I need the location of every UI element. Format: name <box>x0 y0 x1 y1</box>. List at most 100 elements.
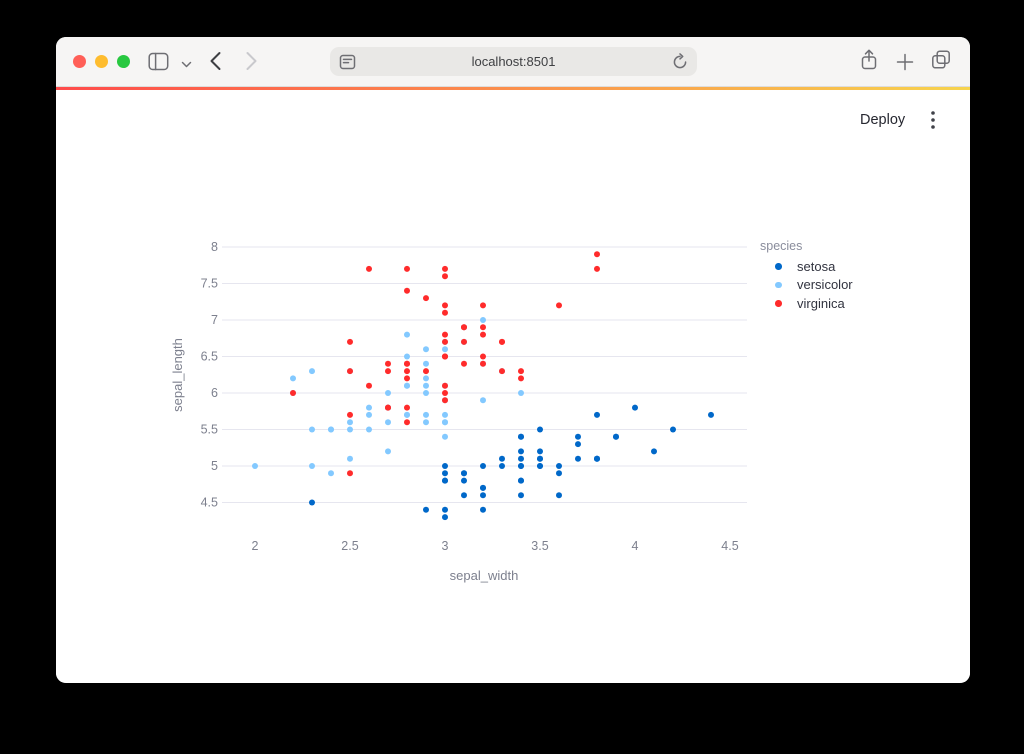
data-point-versicolor <box>423 375 429 382</box>
data-point-versicolor <box>347 455 353 462</box>
data-point-virginica <box>442 265 448 272</box>
deploy-button[interactable]: Deploy <box>860 112 906 128</box>
data-point-versicolor <box>347 426 353 433</box>
data-point-setosa <box>442 470 448 477</box>
streamlit-app: Deploy 4.5 5 5.5 6 6.5 7 7.5 8 2 2.5 3 3.5 4 4.5 sep… <box>56 90 970 682</box>
data-point-setosa <box>575 441 581 448</box>
data-point-versicolor <box>442 346 448 353</box>
data-point-virginica <box>404 404 410 411</box>
y-tick-label: 7.5 <box>201 277 218 291</box>
data-point-virginica <box>442 390 448 396</box>
data-point-versicolor <box>366 404 372 411</box>
data-point-setosa <box>461 492 467 499</box>
data-point-virginica <box>404 368 410 375</box>
data-point-setosa <box>461 477 467 484</box>
data-point-virginica <box>404 360 410 367</box>
minimize-button[interactable] <box>94 54 108 68</box>
data-point-versicolor <box>290 375 296 382</box>
data-point-setosa <box>461 470 467 477</box>
legend-label: setosa <box>797 258 836 274</box>
data-point-virginica <box>556 302 562 309</box>
x-axis-ticks: 2 2.5 3 3.5 4 4.5 <box>252 539 739 553</box>
data-point-virginica <box>423 368 429 375</box>
reload-icon[interactable] <box>671 52 689 71</box>
data-point-virginica <box>442 302 448 309</box>
data-point-virginica <box>499 338 505 345</box>
data-point-virginica <box>442 397 448 404</box>
close-button[interactable] <box>72 54 86 68</box>
forward-icon[interactable] <box>245 51 258 71</box>
data-point-virginica <box>347 470 353 477</box>
data-point-virginica <box>442 353 448 360</box>
data-point-versicolor <box>442 419 448 426</box>
data-point-virginica <box>423 295 429 302</box>
back-icon[interactable] <box>209 51 222 71</box>
data-point-virginica <box>385 368 391 375</box>
data-points <box>252 251 714 521</box>
page-settings-icon[interactable] <box>339 54 356 70</box>
data-point-versicolor <box>442 411 448 418</box>
browser-toolbar: localhost:8501 <box>56 37 970 87</box>
data-point-versicolor <box>404 411 410 418</box>
streamlit-decoration-bar <box>56 87 970 90</box>
data-point-versicolor <box>442 433 448 440</box>
data-point-setosa <box>556 470 562 477</box>
data-point-virginica <box>347 338 353 345</box>
data-point-virginica <box>442 331 448 338</box>
y-tick-label: 4.5 <box>201 496 218 510</box>
y-tick-label: 8 <box>211 240 218 254</box>
data-point-setosa <box>537 455 543 462</box>
new-tab-icon[interactable] <box>896 53 914 71</box>
data-point-virginica <box>461 338 467 345</box>
sidebar-toggle-icon[interactable] <box>148 52 169 71</box>
data-point-setosa <box>518 433 524 440</box>
data-point-virginica <box>385 360 391 367</box>
data-point-setosa <box>651 448 657 455</box>
legend-item-setosa: setosa <box>760 257 853 276</box>
legend-swatch <box>775 281 782 288</box>
legend-title: species <box>760 239 803 253</box>
chart-legend: species setosa versicolor virginica <box>760 239 853 313</box>
data-point-versicolor <box>480 317 486 323</box>
data-point-setosa <box>537 448 543 455</box>
chevron-down-icon[interactable] <box>181 61 192 68</box>
data-point-setosa <box>499 463 505 469</box>
data-point-setosa <box>518 492 524 499</box>
data-point-versicolor <box>423 390 429 396</box>
data-point-virginica <box>499 368 505 375</box>
x-tick-label: 3.5 <box>531 539 548 553</box>
url-text: localhost:8501 <box>471 54 556 69</box>
data-point-versicolor <box>309 368 315 375</box>
data-point-virginica <box>480 331 486 338</box>
data-point-setosa <box>594 455 600 462</box>
data-point-setosa <box>518 455 524 462</box>
data-point-virginica <box>442 273 448 280</box>
data-point-versicolor <box>518 390 524 396</box>
data-point-versicolor <box>366 411 372 418</box>
zoom-button[interactable] <box>116 54 130 68</box>
address-bar[interactable]: localhost:8501 <box>330 47 697 76</box>
data-point-versicolor <box>366 426 372 433</box>
data-point-virginica <box>347 411 353 418</box>
data-point-setosa <box>556 463 562 469</box>
data-point-setosa <box>309 499 315 506</box>
share-icon[interactable] <box>859 48 879 72</box>
data-point-virginica <box>461 360 467 367</box>
data-point-virginica <box>518 375 524 382</box>
tab-overview-icon[interactable] <box>931 49 951 70</box>
data-point-versicolor <box>385 390 391 396</box>
data-point-setosa <box>575 455 581 462</box>
kebab-menu-icon[interactable] <box>927 106 939 132</box>
legend-label: versicolor <box>797 277 853 293</box>
y-tick-label: 5.5 <box>201 423 218 437</box>
scatter-chart: 4.5 5 5.5 6 6.5 7 7.5 8 2 2.5 3 3.5 4 4.5 sepal_widt… <box>170 240 747 583</box>
data-point-setosa <box>613 433 619 440</box>
data-point-versicolor <box>385 448 391 455</box>
data-point-setosa <box>442 477 448 484</box>
data-point-setosa <box>708 411 714 418</box>
data-point-virginica <box>594 265 600 272</box>
data-point-versicolor <box>404 331 410 338</box>
data-point-setosa <box>442 514 448 521</box>
data-point-versicolor <box>423 382 429 389</box>
